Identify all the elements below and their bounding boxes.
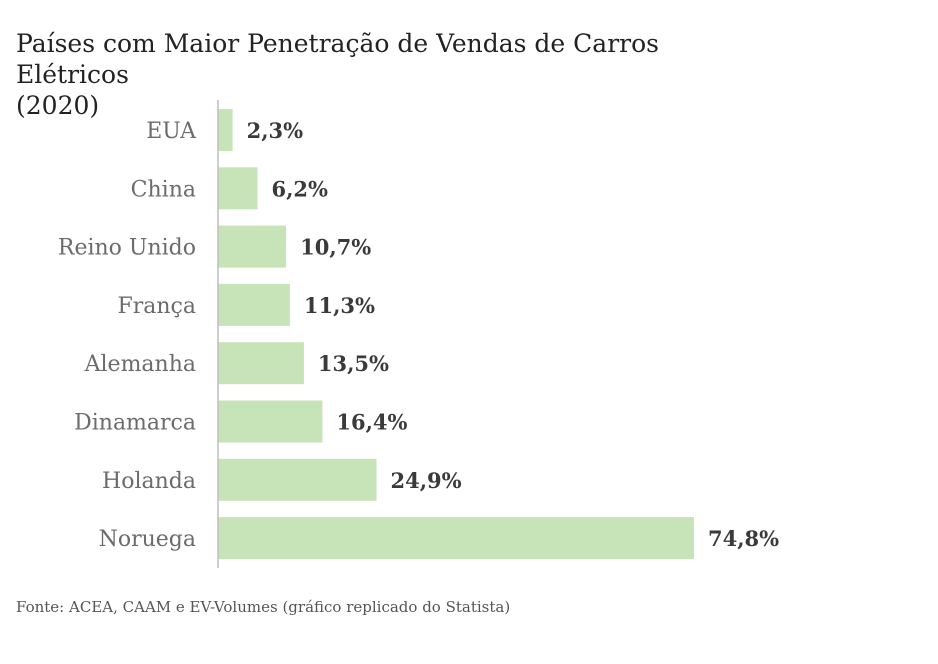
value-label-dinamarca: 16,4% [336,410,407,435]
bar-eua [218,109,233,151]
value-label-reino-unido: 10,7% [300,235,371,260]
category-label-alemanha: Alemanha [84,352,196,377]
value-label-china: 6,2% [272,176,329,201]
bar-holanda [218,458,377,501]
category-label-reino-unido: Reino Unido [58,236,196,261]
value-label-franca: 11,3% [304,293,375,318]
bar-reino-unido [218,225,287,268]
bar-dinamarca [218,400,323,443]
chart-title-line-1: Países com Maior Penetração de Vendas de… [16,29,659,89]
chart-title-line-2: (2020) [16,91,100,120]
bar-franca [218,283,290,326]
bar-china [218,167,258,210]
category-label-eua: EUA [146,119,197,144]
value-label-noruega: 74,8% [708,526,779,551]
category-label-franca: França [117,294,196,319]
chart-title: Países com Maior Penetração de Vendas de… [16,28,736,121]
value-label-alemanha: 13,5% [318,351,389,376]
category-label-dinamarca: Dinamarca [74,411,196,436]
value-label-eua: 2,3% [247,118,304,143]
value-label-holanda: 24,9% [391,468,462,493]
category-label-noruega: Noruega [99,527,196,552]
bar-noruega [218,517,694,560]
chart-source: Fonte: ACEA, CAAM e EV-Volumes (gráfico … [16,598,511,616]
category-label-china: China [131,177,196,202]
bar-alemanha [218,342,304,385]
category-label-holanda: Holanda [102,469,196,494]
